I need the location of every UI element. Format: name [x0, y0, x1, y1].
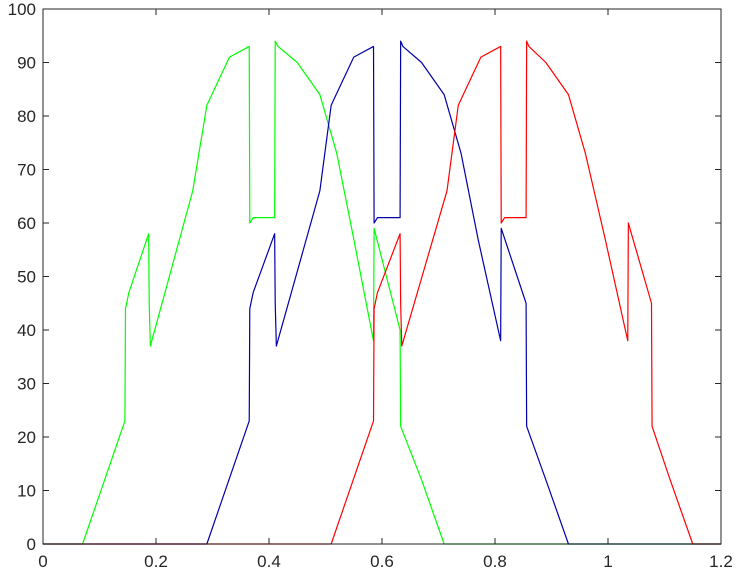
y-tick-label: 30	[17, 375, 36, 394]
x-tick-label: 1	[603, 552, 612, 571]
y-tick-label: 60	[17, 214, 36, 233]
y-tick-label: 90	[17, 54, 36, 73]
axes-layer	[42, 8, 722, 545]
y-tick-label: 0	[27, 535, 36, 554]
y-tick-label: 20	[17, 428, 36, 447]
y-tick-label: 10	[17, 482, 36, 501]
y-tick-label: 80	[17, 107, 36, 126]
x-tick-label: 0.4	[257, 552, 281, 571]
y-tick-label: 100	[8, 0, 36, 19]
x-tick-label: 0.6	[370, 552, 394, 571]
series-layer	[43, 40, 721, 545]
y-axis: 0 10 20 30 40 50 60 70 80 90 100	[8, 0, 36, 554]
x-tick-label: 0.8	[483, 552, 507, 571]
series-line-3	[43, 40, 721, 545]
series-line-2	[43, 40, 721, 545]
y-tick-label: 50	[17, 268, 36, 287]
plot-background	[43, 9, 721, 544]
series-line-1	[43, 40, 721, 545]
x-tick-label: 0	[38, 552, 47, 571]
x-axis: 0 0.2 0.4 0.6 0.8 1 1.2	[38, 552, 733, 571]
x-tick-label: 1.2	[709, 552, 733, 571]
y-tick-label: 40	[17, 321, 36, 340]
y-tick-label: 70	[17, 161, 36, 180]
x-tick-label: 0.2	[144, 552, 168, 571]
